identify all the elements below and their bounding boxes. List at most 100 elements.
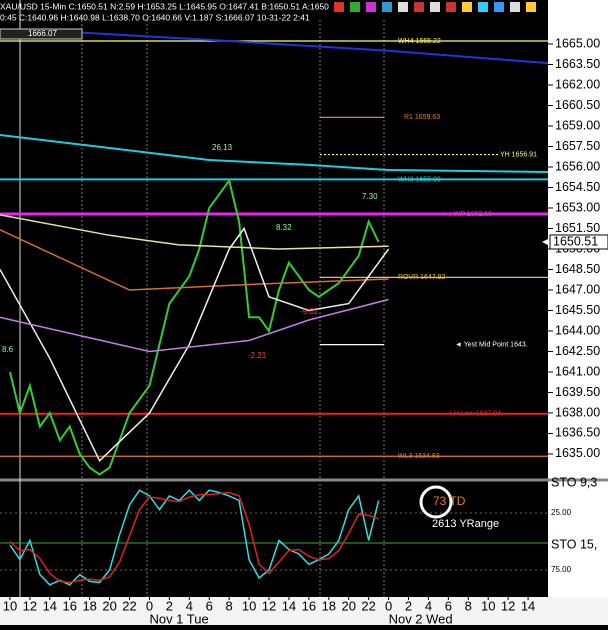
moving-average (0, 229, 389, 291)
date-label: Nov 1 Tue (149, 611, 208, 625)
tool-icon[interactable] (350, 2, 360, 12)
stochastic-line (9, 491, 379, 584)
tool-icon[interactable] (526, 2, 536, 12)
moving-average (0, 226, 390, 463)
price-scale-panel (548, 0, 608, 597)
x-tick-label: 4 (425, 598, 432, 613)
x-tick-label: 0 (385, 598, 392, 613)
y-tick-label: 1638.00 (555, 405, 600, 419)
y-tick-label: 1641.00 (555, 364, 600, 378)
y-tick-label: 1645.50 (555, 303, 600, 317)
tool-icon[interactable] (446, 2, 456, 12)
x-tick-label: 16 (63, 598, 77, 613)
tool-icon[interactable] (398, 2, 408, 12)
last-price-label: 1650.51 (553, 234, 598, 248)
x-tick-label: 10 (3, 598, 17, 613)
moving-average (0, 214, 389, 250)
y-tick-label: 1651.50 (555, 221, 600, 235)
x-tick-label: 12 (262, 598, 276, 613)
annotation: 26.13 (212, 143, 233, 152)
x-tick-label: 0 (146, 598, 153, 613)
level-label: ◄ Yest Mid Point 1643. (455, 341, 528, 348)
annotation: 2613 YRange (432, 518, 499, 530)
level-label: ROVR 1647.92 (398, 274, 446, 281)
tool-icon[interactable] (462, 2, 472, 12)
y-tick-label: 1665.00 (555, 36, 600, 50)
price-line (9, 178, 380, 476)
y-tick-label: 1647.00 (555, 282, 600, 296)
y-tick-label: 1635.00 (555, 446, 600, 460)
y-tick-label: 1653.00 (555, 200, 600, 214)
x-tick-label: 6 (206, 598, 213, 613)
y-tick-label: 1662.00 (555, 77, 600, 91)
x-tick-label: 18 (82, 598, 96, 613)
highlight-circle (419, 485, 453, 519)
level-label: ◄◄ WP 1652.56 (438, 211, 492, 218)
level-label: WH4 1665.22 (398, 38, 441, 45)
moving-average (0, 298, 389, 353)
tool-icon[interactable] (382, 2, 392, 12)
x-tick-label: 14 (282, 598, 296, 613)
y-tick-label: 1648.50 (555, 262, 600, 276)
annotation: 8.32 (276, 223, 292, 232)
annotation: -2.21 (248, 351, 267, 360)
last-price-box (549, 234, 608, 250)
y-tick-label: 1663.50 (555, 57, 600, 71)
y-tick-label: 1654.50 (555, 180, 600, 194)
moving-average (39, 29, 549, 65)
y-tick-label: 1660.50 (555, 98, 600, 112)
x-tick-label: 20 (102, 598, 116, 613)
annotation: 73 TD (433, 494, 466, 508)
x-tick-label: 2 (166, 598, 173, 613)
y-tick-label: 1659.00 (555, 118, 600, 132)
x-tick-label: 18 (322, 598, 336, 613)
tool-icon[interactable] (430, 2, 440, 12)
tool-icon[interactable] (366, 2, 376, 12)
level-label: WH3 1655.09 (398, 176, 441, 183)
x-tick-label: 8 (465, 598, 472, 613)
y-tick-label: 75.00 (551, 565, 572, 574)
y-tick-label: 1636.50 (555, 426, 600, 440)
level-label: YH 1656.91 (500, 151, 537, 158)
x-tick-label: 16 (302, 598, 316, 613)
x-tick-label: 14 (43, 598, 57, 613)
x-tick-label: 6 (445, 598, 452, 613)
x-tick-label: 22 (122, 598, 136, 613)
x-tick-label: 22 (361, 598, 375, 613)
time-axis-panel (0, 597, 608, 625)
annotation: 1666.07 (28, 29, 57, 38)
x-tick-label: 4 (186, 598, 193, 613)
x-tick-label: 20 (341, 598, 355, 613)
date-label: Nov 2 Wed (389, 611, 453, 625)
x-tick-label: 12 (23, 598, 37, 613)
level-label: R1 1659.63 (404, 114, 440, 121)
x-tick-label: 10 (481, 598, 495, 613)
y-tick-label: 1657.50 (555, 139, 600, 153)
annotation: 7.30 (362, 192, 378, 201)
tool-icon[interactable] (414, 2, 424, 12)
x-tick-label: 8 (226, 598, 233, 613)
annotation: -9.02 (300, 307, 319, 316)
indicator-label: STO 9,3 (551, 475, 597, 489)
level-label: LH Low 1637.94 (450, 411, 501, 418)
tool-icon[interactable] (510, 2, 520, 12)
x-tick-label: 14 (521, 598, 535, 613)
last-price-arrow (542, 239, 548, 246)
tool-icon[interactable] (494, 2, 504, 12)
level-label: WL3 1634.83 (398, 453, 440, 460)
moving-average (0, 134, 549, 173)
indicator-label: STO 15, (551, 537, 597, 551)
tool-icon[interactable] (478, 2, 488, 12)
y-tick-label: 1656.00 (555, 159, 600, 173)
annotation: 8.6 (2, 345, 14, 354)
tool-icon[interactable] (334, 2, 344, 12)
x-tick-label: 12 (501, 598, 515, 613)
toolbar (334, 2, 536, 12)
header-line: XAU/USD 15-Min C:1650.51 N:2.59 H:1653.2… (0, 1, 329, 11)
header-line: 0:45 C:1640.96 H:1640.98 L:1638.70 O:164… (0, 12, 310, 22)
y-tick-label: 1642.50 (555, 344, 600, 358)
x-tick-label: 2 (405, 598, 412, 613)
x-tick-label: 10 (242, 598, 256, 613)
